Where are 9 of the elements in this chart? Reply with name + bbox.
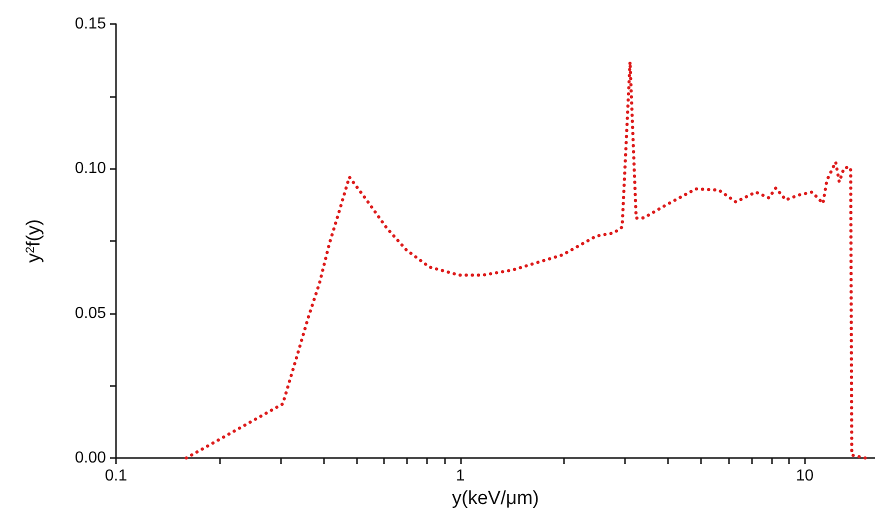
x-tick-label: 10 — [796, 468, 814, 484]
x-tick-label: 1 — [456, 468, 465, 484]
y-tick-label: 0.15 — [74, 16, 106, 32]
x-axis-title: y(keV/μm) — [452, 488, 539, 509]
y-tick-label: 0.05 — [74, 304, 106, 322]
x-tick-label: 0.1 — [104, 468, 128, 484]
y-axis-title: y2f(y) — [23, 219, 44, 263]
y-tick-label: 0.00 — [74, 450, 106, 466]
y-tick-label: 0.10 — [74, 160, 106, 178]
